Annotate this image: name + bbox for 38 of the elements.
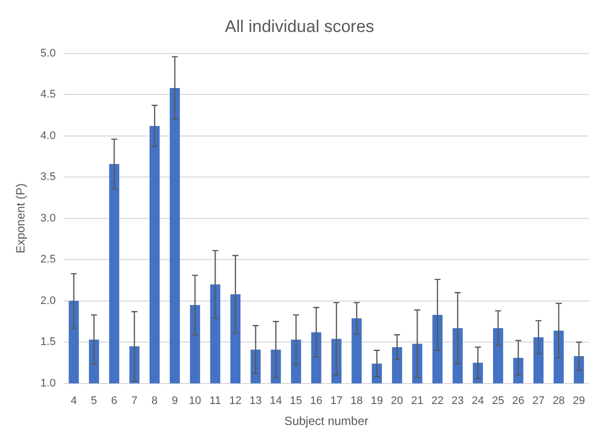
x-tick-label: 24 — [472, 395, 484, 408]
x-tick-label: 27 — [532, 395, 545, 408]
x-tick-label: 13 — [250, 395, 262, 408]
y-tick-label: 3.0 — [40, 212, 56, 224]
x-tick-label: 21 — [411, 395, 424, 408]
y-tick-label: 1.0 — [40, 377, 56, 390]
x-tick-label: 7 — [131, 395, 138, 408]
x-axis-title: Subject number — [284, 414, 368, 428]
x-tick-label: 22 — [431, 395, 444, 408]
chart-title: All individual scores — [224, 16, 374, 36]
y-tick-label: 3.5 — [40, 171, 56, 184]
x-tick-label: 10 — [188, 395, 202, 408]
x-tick-label: 19 — [370, 395, 383, 408]
x-tick-label: 28 — [552, 395, 565, 408]
x-tick-label: 18 — [350, 395, 363, 408]
y-tick-label: 1.5 — [40, 336, 56, 348]
x-tick-label: 16 — [310, 395, 322, 408]
x-tick-label: 4 — [70, 395, 77, 408]
x-tick-label: 15 — [290, 395, 302, 408]
y-tick-label: 5.0 — [40, 47, 56, 60]
x-tick-label: 17 — [330, 395, 343, 408]
x-tick-label: 8 — [152, 395, 158, 408]
x-tick-label: 6 — [111, 395, 118, 408]
x-tick-label: 29 — [572, 395, 586, 408]
x-tick-label: 11 — [210, 395, 221, 408]
x-tick-label: 23 — [452, 395, 464, 408]
y-tick-label: 4.5 — [40, 88, 56, 101]
x-tick-label: 5 — [90, 395, 98, 408]
y-tick-label: 4.0 — [40, 130, 56, 142]
x-tick-label: 14 — [270, 395, 282, 408]
x-tick-label: 12 — [229, 395, 242, 408]
y-tick-label: 2.5 — [40, 254, 56, 266]
x-tick-label: 25 — [492, 395, 504, 408]
x-tick-label: 20 — [390, 395, 404, 408]
y-axis-title: Exponent (P) — [14, 183, 28, 254]
y-tick-label: 2.0 — [40, 294, 56, 307]
x-tick-label: 26 — [512, 395, 524, 408]
x-tick-label: 9 — [172, 395, 178, 408]
